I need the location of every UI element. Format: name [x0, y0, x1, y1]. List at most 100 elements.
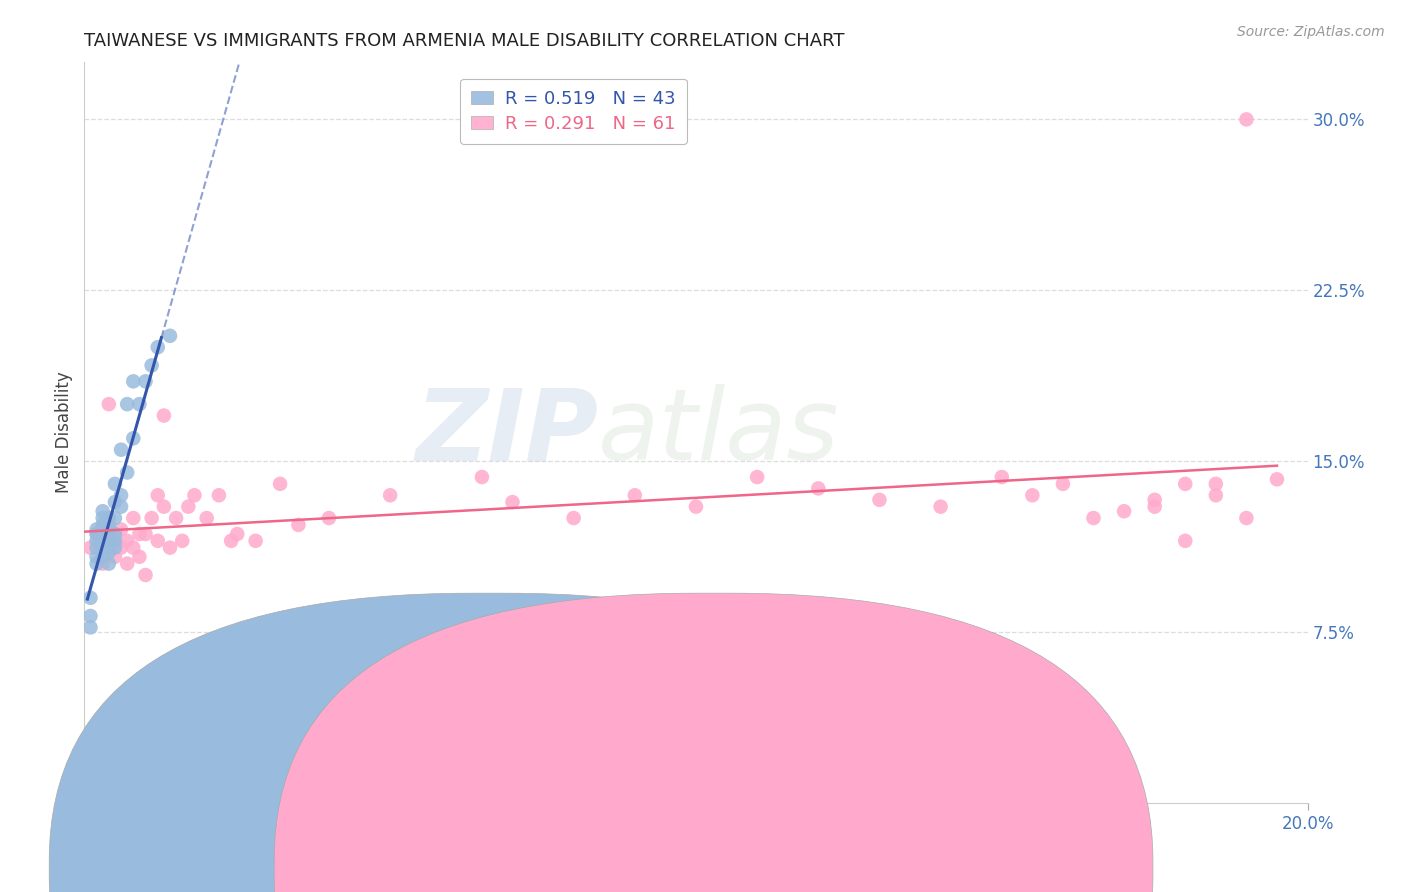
Point [79, 620, 101, 634]
Point [86, 527, 108, 541]
Point [685, 500, 707, 514]
Point [104, 476, 127, 491]
Point [1174, 533, 1197, 548]
Point [97, 533, 120, 548]
Point [1205, 476, 1227, 491]
Point [91, 533, 114, 548]
Point [226, 527, 249, 541]
Point [1174, 476, 1197, 491]
Point [1052, 476, 1074, 491]
Point [104, 549, 127, 564]
Legend: R = 0.519   N = 43, R = 0.291   N = 61: R = 0.519 N = 43, R = 0.291 N = 61 [460, 78, 688, 144]
Point [91, 517, 114, 532]
Point [991, 470, 1014, 484]
Point [380, 488, 402, 502]
Point [747, 470, 769, 484]
Point [135, 527, 157, 541]
Point [86, 533, 108, 548]
Point [1114, 504, 1136, 518]
Point [122, 511, 145, 525]
Point [195, 511, 218, 525]
Point [318, 511, 340, 525]
Point [471, 470, 494, 484]
Point [1143, 492, 1166, 507]
Point [91, 541, 114, 555]
Point [110, 500, 132, 514]
Point [110, 523, 132, 537]
Point [1265, 472, 1288, 486]
Point [97, 545, 120, 559]
Point [208, 488, 231, 502]
Point [929, 500, 952, 514]
Point [159, 328, 181, 343]
Point [79, 591, 101, 605]
Point [128, 527, 150, 541]
Point [104, 527, 127, 541]
Text: atlas: atlas [598, 384, 839, 481]
Point [122, 541, 145, 555]
Point [1236, 511, 1258, 525]
Point [97, 533, 120, 548]
Point [172, 533, 194, 548]
Point [86, 557, 108, 571]
Point [128, 397, 150, 411]
Point [624, 488, 647, 502]
Point [97, 523, 120, 537]
Point [440, 602, 463, 616]
Point [1236, 112, 1258, 127]
Point [115, 533, 138, 548]
Point [128, 549, 150, 564]
Point [91, 523, 114, 537]
Point [91, 504, 114, 518]
Point [91, 511, 114, 525]
Point [104, 527, 127, 541]
Point [97, 517, 120, 532]
Point [122, 375, 145, 389]
Point [141, 359, 163, 373]
Point [97, 397, 120, 411]
Point [183, 488, 205, 502]
Point [110, 488, 132, 502]
Point [562, 511, 585, 525]
Point [177, 500, 200, 514]
Point [135, 375, 157, 389]
Point [97, 511, 120, 525]
Point [79, 609, 101, 624]
Text: Source: ZipAtlas.com: Source: ZipAtlas.com [1237, 25, 1385, 39]
Point [86, 523, 108, 537]
Text: Immigrants from Armenia: Immigrants from Armenia [738, 860, 952, 878]
Point [153, 500, 176, 514]
Point [1083, 511, 1105, 525]
Point [97, 527, 120, 541]
Point [115, 557, 138, 571]
Point [153, 409, 176, 423]
Point [146, 340, 169, 354]
Point [219, 533, 242, 548]
Point [269, 476, 291, 491]
Point [869, 492, 891, 507]
Point [146, 533, 169, 548]
Point [104, 511, 127, 525]
Point [122, 431, 145, 445]
Point [97, 541, 120, 555]
Point [115, 466, 138, 480]
Point [79, 541, 101, 555]
Point [110, 442, 132, 457]
Point [86, 541, 108, 555]
Text: TAIWANESE VS IMMIGRANTS FROM ARMENIA MALE DISABILITY CORRELATION CHART: TAIWANESE VS IMMIGRANTS FROM ARMENIA MAL… [84, 32, 845, 50]
Point [1143, 500, 1166, 514]
Y-axis label: Male Disability: Male Disability [55, 372, 73, 493]
Text: ZIP: ZIP [415, 384, 598, 481]
Point [146, 488, 169, 502]
Point [115, 397, 138, 411]
Point [1205, 488, 1227, 502]
Point [135, 568, 157, 582]
Point [91, 527, 114, 541]
Point [97, 557, 120, 571]
Point [807, 482, 830, 496]
Point [165, 511, 187, 525]
Point [110, 541, 132, 555]
Point [104, 541, 127, 555]
Point [91, 549, 114, 564]
Point [86, 549, 108, 564]
